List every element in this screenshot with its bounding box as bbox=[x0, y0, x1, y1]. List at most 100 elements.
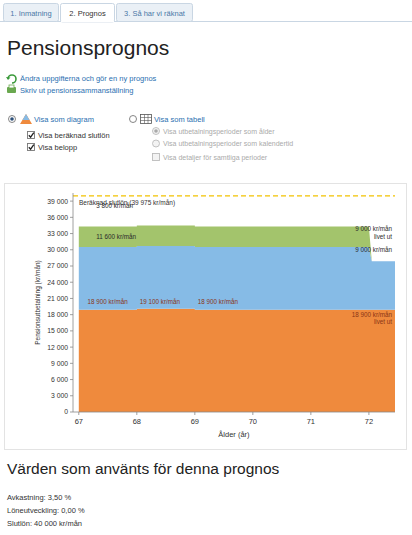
y-tick bbox=[70, 347, 73, 348]
tab-label[interactable]: 3. Så har vi räknat bbox=[124, 9, 186, 18]
link[interactable]: Ändra uppgifterna och gör en ny prognos bbox=[20, 74, 157, 83]
y-tick bbox=[70, 282, 73, 283]
y-tick-label: 15 000 bbox=[47, 327, 68, 334]
annotation: 11 600 kr/mån bbox=[96, 233, 136, 240]
radio[interactable] bbox=[130, 116, 137, 123]
tab-label[interactable]: 2. Prognos bbox=[69, 9, 106, 18]
y-tick-label: 39 000 bbox=[47, 198, 68, 205]
x-tick-label: 70 bbox=[249, 417, 257, 426]
x-tick-label: 67 bbox=[75, 417, 83, 426]
radio bbox=[153, 128, 160, 135]
y-tick bbox=[70, 298, 73, 299]
radio-label: Visa utbetalningsperioder som ålder bbox=[163, 128, 275, 136]
annotation: livet ut bbox=[374, 233, 392, 240]
icon-table bbox=[141, 115, 152, 124]
annotation: 19 100 kr/mån bbox=[140, 298, 181, 305]
annotation: 18 900 kr/mån bbox=[198, 298, 239, 305]
y-tick-label: 33 000 bbox=[47, 230, 68, 237]
radio bbox=[153, 140, 160, 147]
x-tick-label: 71 bbox=[307, 417, 315, 426]
y-tick bbox=[70, 412, 73, 413]
checkbox-check bbox=[29, 133, 34, 138]
y-tick-label: 36 000 bbox=[47, 214, 68, 221]
section-title: Värden som använts för denna prognos bbox=[7, 460, 280, 477]
y-tick bbox=[70, 233, 73, 234]
y-tick bbox=[70, 330, 73, 331]
checkbox bbox=[153, 154, 160, 161]
y-tick-label: 9 000 bbox=[51, 360, 68, 367]
y-tick bbox=[70, 201, 73, 202]
area bbox=[79, 309, 395, 412]
link-icon bbox=[7, 85, 16, 93]
x-tick bbox=[194, 412, 195, 415]
icon-arrow bbox=[8, 75, 16, 83]
annotation: 18 900 kr/mån bbox=[88, 298, 129, 305]
y-tick-label: 30 000 bbox=[47, 246, 68, 253]
y-axis bbox=[73, 193, 74, 412]
y-tick-label: 27 000 bbox=[47, 262, 68, 269]
tab-bar-line bbox=[0, 21, 412, 22]
y-tick-label: 0 bbox=[64, 408, 68, 415]
tab[interactable] bbox=[117, 4, 193, 22]
value-row: Löneutveckling: 0,00 % bbox=[7, 506, 85, 515]
checkbox[interactable] bbox=[28, 132, 35, 139]
icon-arrowhead bbox=[6, 77, 11, 80]
icon-paper bbox=[9, 85, 14, 88]
annotation: 9 000 kr/mån bbox=[355, 246, 392, 253]
y-tick bbox=[70, 363, 73, 364]
chart-panel bbox=[5, 184, 407, 450]
y-tick-label: 6 000 bbox=[51, 376, 68, 383]
x-tick bbox=[368, 412, 369, 415]
area bbox=[79, 246, 395, 310]
tab[interactable] bbox=[61, 4, 115, 23]
x-tick bbox=[78, 412, 79, 415]
radio-label: Visa utbetalningsperioder som kalenderti… bbox=[163, 140, 293, 148]
y-tick bbox=[70, 314, 73, 315]
y-tick-label: 3 000 bbox=[51, 392, 68, 399]
y-tick bbox=[70, 379, 73, 380]
y-axis-label: Pensionsutbetalning (kr/mån) bbox=[34, 260, 42, 345]
tab[interactable] bbox=[4, 4, 59, 22]
radio-dot bbox=[154, 129, 158, 133]
x-axis-label: Ålder (år) bbox=[218, 430, 250, 439]
link[interactable]: Skriv ut pensionssammanställning bbox=[20, 86, 133, 95]
icon-table-grid bbox=[141, 115, 152, 124]
annotation: 9 000 kr/mån bbox=[355, 225, 392, 232]
radio-label[interactable]: Visa som diagram bbox=[34, 115, 94, 124]
icon-diagram-top bbox=[23, 114, 30, 120]
y-tick bbox=[70, 217, 73, 218]
checkbox-check bbox=[29, 145, 34, 150]
annotation: 18 900 kr/mån bbox=[352, 311, 393, 318]
x-tick bbox=[136, 412, 137, 415]
page-title: Pensionsprognos bbox=[7, 36, 169, 59]
link-icon bbox=[6, 75, 16, 83]
radio[interactable] bbox=[9, 116, 16, 123]
y-tick bbox=[70, 249, 73, 250]
x-tick-label: 72 bbox=[365, 417, 373, 426]
x-axis bbox=[73, 412, 395, 413]
radio-label[interactable]: Visa som tabell bbox=[154, 115, 205, 124]
x-tick bbox=[252, 412, 253, 415]
icon-table-frame bbox=[141, 115, 152, 124]
y-tick-label: 18 000 bbox=[47, 311, 68, 318]
x-tick-label: 68 bbox=[133, 417, 141, 426]
tab-label[interactable]: 1. Inmatning bbox=[10, 9, 51, 18]
checkbox-label: Visa detaljer för samtliga perioder bbox=[163, 154, 268, 162]
annotation: 3 800 kr/mån bbox=[96, 202, 133, 209]
value-row: Avkastning: 3,50 % bbox=[7, 493, 71, 502]
y-tick-label: 12 000 bbox=[47, 344, 68, 351]
x-tick bbox=[310, 412, 311, 415]
annotation: livet ut bbox=[374, 318, 392, 325]
checkbox[interactable] bbox=[28, 144, 35, 151]
y-tick bbox=[70, 395, 73, 396]
value-row: Slutlön: 40 000 kr/mån bbox=[7, 519, 82, 528]
reference-line bbox=[73, 195, 395, 196]
y-tick bbox=[70, 266, 73, 267]
icon-diagram bbox=[20, 114, 32, 124]
page: 1. Inmatning 2. Prognos 3. Så har vi räkna… bbox=[0, 0, 412, 535]
area bbox=[79, 225, 395, 261]
x-tick-label: 69 bbox=[191, 417, 199, 426]
checkbox-label: Visa belopp bbox=[38, 143, 77, 152]
y-tick-label: 24 000 bbox=[47, 279, 68, 286]
radio-dot bbox=[10, 117, 14, 121]
